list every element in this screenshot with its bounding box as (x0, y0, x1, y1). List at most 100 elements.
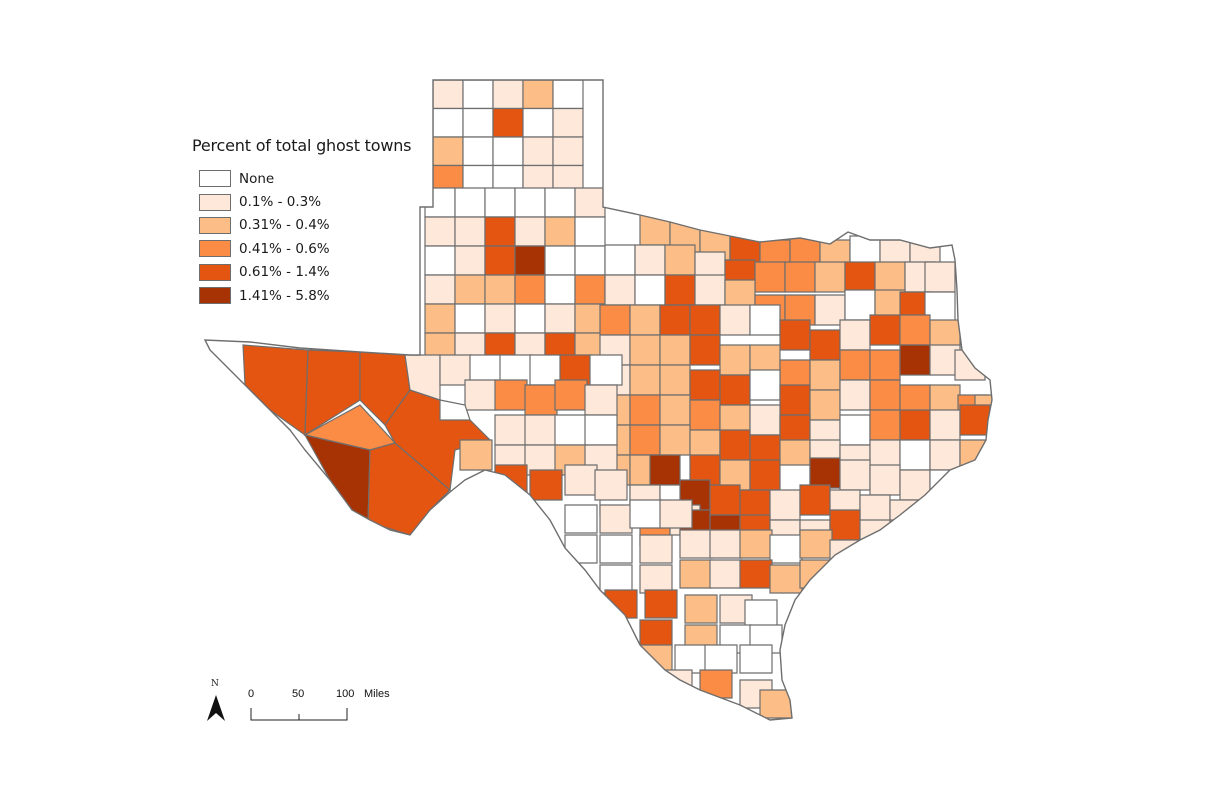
county (839, 349, 871, 381)
county (659, 334, 691, 366)
county (779, 319, 811, 351)
county (604, 244, 636, 276)
county (424, 303, 456, 334)
county (869, 464, 901, 496)
county (522, 80, 554, 110)
county (594, 469, 628, 501)
county (769, 489, 801, 521)
county (424, 187, 456, 218)
legend-item: 0.41% - 0.6% (199, 237, 411, 260)
county (769, 534, 803, 564)
county (754, 261, 786, 293)
county (514, 245, 546, 276)
legend-title: Percent of total ghost towns (192, 136, 412, 155)
county (719, 374, 751, 406)
county (779, 384, 811, 416)
county (799, 484, 831, 516)
county (739, 644, 773, 674)
county (929, 439, 961, 471)
county (839, 379, 871, 411)
legend-label: 0.1% - 0.3% (239, 194, 322, 211)
county (689, 304, 721, 336)
county (514, 274, 546, 305)
county (544, 274, 576, 305)
county (689, 334, 721, 366)
county (529, 469, 563, 501)
county (639, 534, 673, 564)
legend-rows: None 0.1% - 0.3% 0.31% - 0.4% 0.41% - 0.6% 0… (192, 167, 411, 307)
county (719, 304, 751, 336)
county (634, 244, 666, 276)
county (574, 187, 606, 218)
county (809, 457, 841, 489)
county (959, 404, 991, 436)
legend-swatch (199, 287, 231, 305)
county (899, 314, 931, 346)
county (709, 559, 743, 589)
county (492, 107, 524, 138)
county (744, 599, 778, 629)
county (599, 534, 633, 564)
county (522, 136, 554, 167)
county (649, 454, 681, 486)
county (432, 80, 464, 110)
county (959, 439, 991, 471)
county (432, 107, 464, 138)
county (859, 519, 891, 551)
legend-label: 0.41% - 0.6% (239, 240, 330, 257)
county (769, 564, 803, 594)
county-polygons (242, 80, 992, 719)
county (719, 429, 751, 461)
county (809, 389, 841, 421)
county (629, 334, 661, 366)
county (899, 469, 931, 501)
county (584, 414, 618, 446)
county (564, 534, 598, 564)
county (684, 594, 718, 624)
map-legend: Percent of total ghost towns None 0.1% - … (192, 136, 411, 307)
county (564, 504, 598, 534)
county (829, 539, 863, 569)
county (639, 564, 673, 594)
county (494, 414, 528, 446)
county (869, 379, 901, 411)
county (899, 344, 931, 376)
county (242, 344, 309, 437)
county (604, 274, 636, 306)
county (709, 484, 741, 516)
legend-label: None (239, 170, 275, 187)
county (929, 409, 961, 441)
county (629, 394, 661, 426)
county (514, 187, 546, 218)
legend-swatch (199, 193, 231, 211)
county (494, 379, 528, 411)
county (784, 261, 816, 293)
county (634, 274, 666, 306)
county (644, 589, 678, 619)
county (599, 504, 633, 534)
county (454, 187, 486, 218)
county (749, 404, 781, 436)
county (749, 369, 781, 401)
county (462, 80, 494, 110)
county (492, 136, 524, 167)
county (899, 439, 931, 471)
county (424, 274, 456, 305)
county (889, 499, 921, 531)
county (874, 261, 906, 293)
county (599, 304, 631, 336)
county (869, 349, 901, 381)
county (739, 529, 773, 559)
county (564, 464, 598, 496)
scale-tick-100: 100 (336, 688, 355, 700)
county (574, 216, 606, 247)
county (719, 344, 751, 376)
county (829, 509, 861, 541)
county (552, 107, 584, 138)
scale-bar: 0 50 100 Miles (244, 686, 414, 726)
county (809, 329, 841, 361)
county (749, 459, 781, 491)
county (639, 214, 671, 246)
county (659, 394, 691, 426)
